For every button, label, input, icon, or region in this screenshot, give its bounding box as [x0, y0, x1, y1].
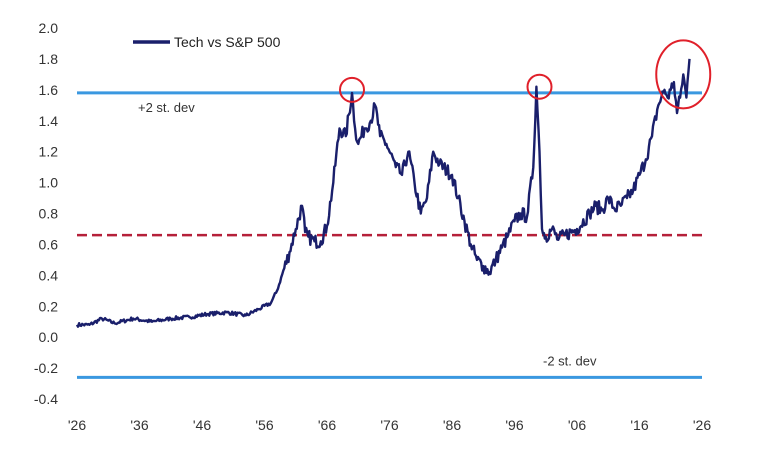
y-tick-label: 1.8	[39, 51, 59, 67]
x-tick-label: '86	[443, 417, 461, 433]
highlight-circle	[339, 76, 365, 103]
legend-label: Tech vs S&P 500	[174, 34, 281, 50]
y-tick-label: 2.0	[39, 20, 59, 36]
x-tick-label: '96	[505, 417, 523, 433]
x-tick-label: '46	[193, 417, 211, 433]
x-tick-label: '56	[255, 417, 273, 433]
x-tick-label: '26	[68, 417, 86, 433]
y-tick-label: 1.6	[39, 82, 59, 98]
highlight-circle	[655, 39, 712, 110]
x-tick-label: '36	[130, 417, 148, 433]
reference-line-label: +2 st. dev	[138, 100, 195, 115]
y-tick-label: 0.0	[39, 329, 59, 345]
y-tick-label: 0.2	[39, 298, 59, 314]
y-tick-label: 1.0	[39, 175, 59, 191]
series-layer	[75, 58, 691, 328]
reference-line-label: -2 st. dev	[543, 353, 597, 368]
highlight-circle	[526, 73, 553, 100]
y-axis-ticks: 2.0 1.8 1.6 1.4 1.2 1.0 0.8 0.6 0.4 0.2 0.0 -0.2 -0.…	[34, 20, 58, 407]
x-tick-label: '06	[568, 417, 586, 433]
x-axis-ticks: '26 '36 '46 '56 '66 '76 '86 '96 '06 '16 '26	[68, 417, 711, 433]
y-tick-label: -0.4	[34, 391, 58, 407]
legend: Tech vs S&P 500	[133, 34, 281, 50]
x-tick-label: '76	[380, 417, 398, 433]
reference-lines: +2 st. dev -2 st. dev	[77, 91, 702, 379]
x-tick-label: '66	[318, 417, 336, 433]
y-tick-label: 0.4	[39, 267, 59, 283]
x-tick-label: '16	[630, 417, 648, 433]
y-tick-label: 1.4	[39, 113, 59, 129]
highlight-circles	[339, 39, 712, 110]
y-tick-label: 0.8	[39, 206, 59, 222]
y-tick-label: 0.6	[39, 236, 59, 252]
y-tick-label: 1.2	[39, 144, 59, 160]
series-line	[75, 58, 691, 328]
x-tick-label: '26	[693, 417, 711, 433]
y-tick-label: -0.2	[34, 360, 58, 376]
